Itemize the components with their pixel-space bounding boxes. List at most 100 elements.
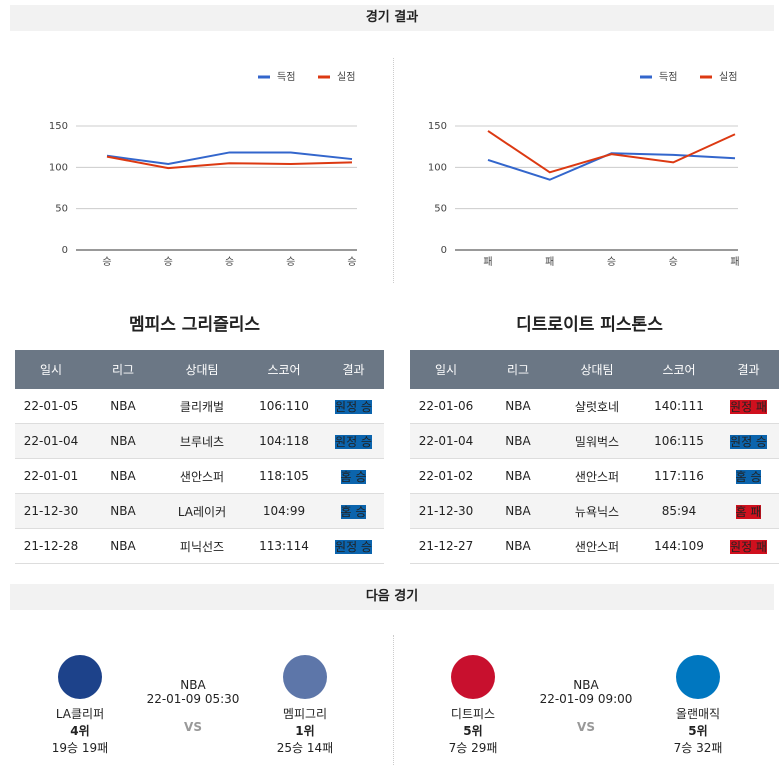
- result-badge: 원정 패: [730, 539, 767, 554]
- table-row: 22-01-05 NBA 클리캐벌 106:110 원정 승: [15, 389, 384, 424]
- table-cell: 140:111: [640, 389, 718, 424]
- y-tick-label: 100: [428, 162, 447, 173]
- column-header: 결과: [323, 350, 384, 389]
- table-cell: 104:118: [245, 423, 323, 459]
- results-table: 일시 리그 상대팀 스코어 결과 22-01-06 NBA 샬럿호네 140:111 원정 패 22…: [410, 350, 779, 564]
- match-info: NBA 22-01-09 05:30 VS: [133, 678, 253, 734]
- result-cell: 홈 승: [323, 493, 384, 529]
- x-tick-label: 패: [483, 256, 492, 268]
- team-record: 25승 14패: [276, 741, 334, 755]
- table-cell: NBA: [482, 458, 554, 494]
- table-cell: 22-01-04: [410, 423, 482, 459]
- results-table: 일시 리그 상대팀 스코어 결과 22-01-05 NBA 클리캐벌 106:110 원정 승 22…: [15, 350, 384, 564]
- result-cell: 홈 승: [718, 458, 779, 494]
- column-header: 결과: [718, 350, 779, 389]
- column-header: 상대팀: [159, 350, 245, 389]
- table-cell: 118:105: [245, 458, 323, 494]
- table-cell: NBA: [482, 389, 554, 424]
- result-badge: 홈 승: [340, 504, 367, 519]
- team-record: 7승 32패: [673, 741, 723, 755]
- table-cell: 샌안스퍼: [554, 528, 640, 564]
- team-rank: 1위: [295, 724, 315, 738]
- header-row: 일시 리그 상대팀 스코어 결과: [410, 350, 779, 389]
- column-header: 스코어: [245, 350, 323, 389]
- team-rank: 4위: [70, 724, 90, 738]
- section-header: 경기 결과: [10, 5, 774, 31]
- legend-label: 득점: [277, 71, 295, 83]
- result-badge: 원정 승: [335, 539, 372, 554]
- team-record: 19승 19패: [51, 741, 109, 755]
- legend-label: 득점: [659, 71, 677, 83]
- table-row: 21-12-30 NBA 뉴욕닉스 85:94 홈 패: [410, 493, 779, 529]
- table-row: 22-01-04 NBA 밀워벅스 106:115 원정 승: [410, 423, 779, 459]
- x-tick-label: 승: [669, 256, 678, 268]
- result-badge: 홈 승: [340, 469, 367, 484]
- table-row: 21-12-28 NBA 피닉선즈 113:114 원정 승: [15, 528, 384, 564]
- table-cell: 117:116: [640, 458, 718, 494]
- table-cell: NBA: [87, 389, 159, 424]
- table-cell: NBA: [87, 528, 159, 564]
- team-name: 디트로이트 피스톤스: [516, 315, 663, 335]
- result-cell: 원정 승: [323, 423, 384, 459]
- league: NBA: [573, 678, 599, 692]
- team-rank: 5위: [463, 724, 483, 738]
- table-cell: 21-12-30: [15, 493, 87, 529]
- table-cell: 22-01-02: [410, 458, 482, 494]
- line-series: [106, 151, 353, 166]
- team-logo: [283, 655, 327, 699]
- result-badge: 원정 패: [730, 399, 767, 414]
- result-badge: 원정 승: [335, 434, 372, 449]
- team-name: 멤피그리: [282, 707, 328, 721]
- result-badge: 원정 승: [730, 434, 767, 449]
- table-cell: 144:109: [640, 528, 718, 564]
- y-tick-label: 100: [49, 162, 68, 173]
- table-cell: 85:94: [640, 493, 718, 529]
- match-info: NBA 22-01-09 09:00 VS: [526, 678, 646, 734]
- table-cell: 21-12-30: [410, 493, 482, 529]
- table-cell: 21-12-27: [410, 528, 482, 564]
- y-tick-label: 50: [434, 204, 447, 215]
- team-logo: [451, 655, 495, 699]
- team-name: LA클리퍼: [55, 707, 105, 721]
- table-cell: 104:99: [245, 493, 323, 529]
- match-time: 22-01-09 09:00: [539, 692, 633, 706]
- x-tick-label: 승: [286, 256, 295, 268]
- team-name: 디트피스: [450, 707, 496, 721]
- team-block: 디트피스 5위 7승 29패: [413, 655, 533, 756]
- y-tick-label: 50: [55, 204, 68, 215]
- result-cell: 원정 승: [323, 389, 384, 424]
- team-block: 올랜매직 5위 7승 32패: [638, 655, 758, 756]
- x-tick-label: 승: [164, 256, 173, 268]
- team-block: LA클리퍼 4위 19승 19패: [20, 655, 140, 756]
- x-tick-label: 승: [102, 256, 111, 268]
- header-row: 일시 리그 상대팀 스코어 결과: [15, 350, 384, 389]
- table-cell: NBA: [87, 493, 159, 529]
- y-tick-label: 0: [441, 245, 447, 256]
- result-cell: 원정 패: [718, 389, 779, 424]
- table-cell: 22-01-04: [15, 423, 87, 459]
- table-cell: 22-01-06: [410, 389, 482, 424]
- column-header: 일시: [410, 350, 482, 389]
- table-cell: 클리캐벌: [159, 389, 245, 424]
- result-badge: 홈 패: [735, 504, 762, 519]
- table-cell: 샌안스퍼: [554, 458, 640, 494]
- x-tick-label: 승: [347, 256, 356, 268]
- divider: [393, 58, 394, 283]
- team-logo: [58, 655, 102, 699]
- team-name: 올랜매직: [675, 707, 721, 721]
- versus: VS: [184, 720, 202, 734]
- table-cell: 106:110: [245, 389, 323, 424]
- table-cell: 106:115: [640, 423, 718, 459]
- x-tick-label: 패: [730, 256, 739, 268]
- result-cell: 원정 승: [718, 423, 779, 459]
- team-logo: [676, 655, 720, 699]
- x-tick-label: 승: [225, 256, 234, 268]
- team-record: 7승 29패: [448, 741, 498, 755]
- table-row: 21-12-27 NBA 샌안스퍼 144:109 원정 패: [410, 528, 779, 564]
- match-time: 22-01-09 05:30: [146, 692, 240, 706]
- line-series: [487, 130, 736, 174]
- column-header: 스코어: [640, 350, 718, 389]
- team-block: 멤피그리 1위 25승 14패: [245, 655, 365, 756]
- versus: VS: [577, 720, 595, 734]
- table-cell: 피닉선즈: [159, 528, 245, 564]
